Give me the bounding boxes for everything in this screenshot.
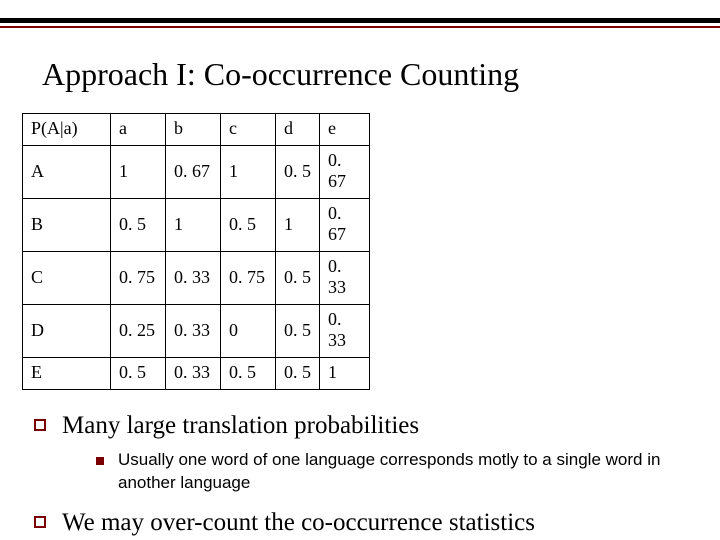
- bullet-sub: Usually one word of one language corresp…: [34, 449, 680, 495]
- table-cell: 0. 33: [320, 305, 370, 358]
- table-row: A 1 0. 67 1 0. 5 0. 67: [23, 146, 370, 199]
- table-cell: 0. 5: [276, 305, 320, 358]
- table-cell: 1: [276, 199, 320, 252]
- table-cell: A: [23, 146, 111, 199]
- table-row: C 0. 75 0. 33 0. 75 0. 5 0. 33: [23, 252, 370, 305]
- probability-table-wrap: P(A|a) a b c d e A 1 0. 67 1 0. 5 0. 67 …: [0, 113, 720, 390]
- table-row: E 0. 5 0. 33 0. 5 0. 5 1: [23, 358, 370, 390]
- bullet-marker-filled: [96, 457, 104, 465]
- table-cell: 1: [166, 199, 221, 252]
- table-row: D 0. 25 0. 33 0 0. 5 0. 33: [23, 305, 370, 358]
- bullet-marker-outline: [34, 516, 46, 528]
- bullet-list: Many large translation probabilities Usu…: [0, 390, 720, 538]
- table-cell: 0. 5: [221, 199, 276, 252]
- table-cell: C: [23, 252, 111, 305]
- table-cell: E: [23, 358, 111, 390]
- table-cell: 1: [320, 358, 370, 390]
- table-cell: B: [23, 199, 111, 252]
- table-cell: 0. 75: [221, 252, 276, 305]
- table-cell: 0. 5: [111, 199, 166, 252]
- bullet-text: We may over-count the co-occurrence stat…: [62, 507, 535, 538]
- table-cell: 0. 5: [276, 252, 320, 305]
- header-bar-thick: [0, 18, 720, 23]
- table-header-cell: a: [111, 114, 166, 146]
- table-cell: 0. 67: [320, 146, 370, 199]
- table-header-cell: b: [166, 114, 221, 146]
- bullet-marker-outline: [34, 419, 46, 431]
- table-header-cell: c: [221, 114, 276, 146]
- bullet-main: We may over-count the co-occurrence stat…: [34, 507, 680, 538]
- table-cell: 0. 67: [166, 146, 221, 199]
- table-header-cell: e: [320, 114, 370, 146]
- table-cell: 0. 25: [111, 305, 166, 358]
- header-bars: [0, 0, 720, 28]
- table-cell: 1: [111, 146, 166, 199]
- table-header-row: P(A|a) a b c d e: [23, 114, 370, 146]
- table-header-cell: P(A|a): [23, 114, 111, 146]
- table-cell: 0. 67: [320, 199, 370, 252]
- table-cell: 0. 5: [276, 358, 320, 390]
- table-cell: 1: [221, 146, 276, 199]
- table-cell: 0. 5: [276, 146, 320, 199]
- page-title: Approach I: Co-occurrence Counting: [0, 28, 720, 113]
- probability-table: P(A|a) a b c d e A 1 0. 67 1 0. 5 0. 67 …: [22, 113, 370, 390]
- bullet-sub-text: Usually one word of one language corresp…: [118, 449, 680, 495]
- table-cell: 0. 5: [111, 358, 166, 390]
- table-cell: 0. 75: [111, 252, 166, 305]
- bullet-text: Many large translation probabilities: [62, 410, 419, 441]
- table-cell: 0: [221, 305, 276, 358]
- table-cell: 0. 33: [166, 358, 221, 390]
- table-cell: 0. 33: [166, 305, 221, 358]
- bullet-main: Many large translation probabilities: [34, 410, 680, 441]
- table-cell: D: [23, 305, 111, 358]
- table-cell: 0. 33: [320, 252, 370, 305]
- table-row: B 0. 5 1 0. 5 1 0. 67: [23, 199, 370, 252]
- table-cell: 0. 33: [166, 252, 221, 305]
- table-header-cell: d: [276, 114, 320, 146]
- table-cell: 0. 5: [221, 358, 276, 390]
